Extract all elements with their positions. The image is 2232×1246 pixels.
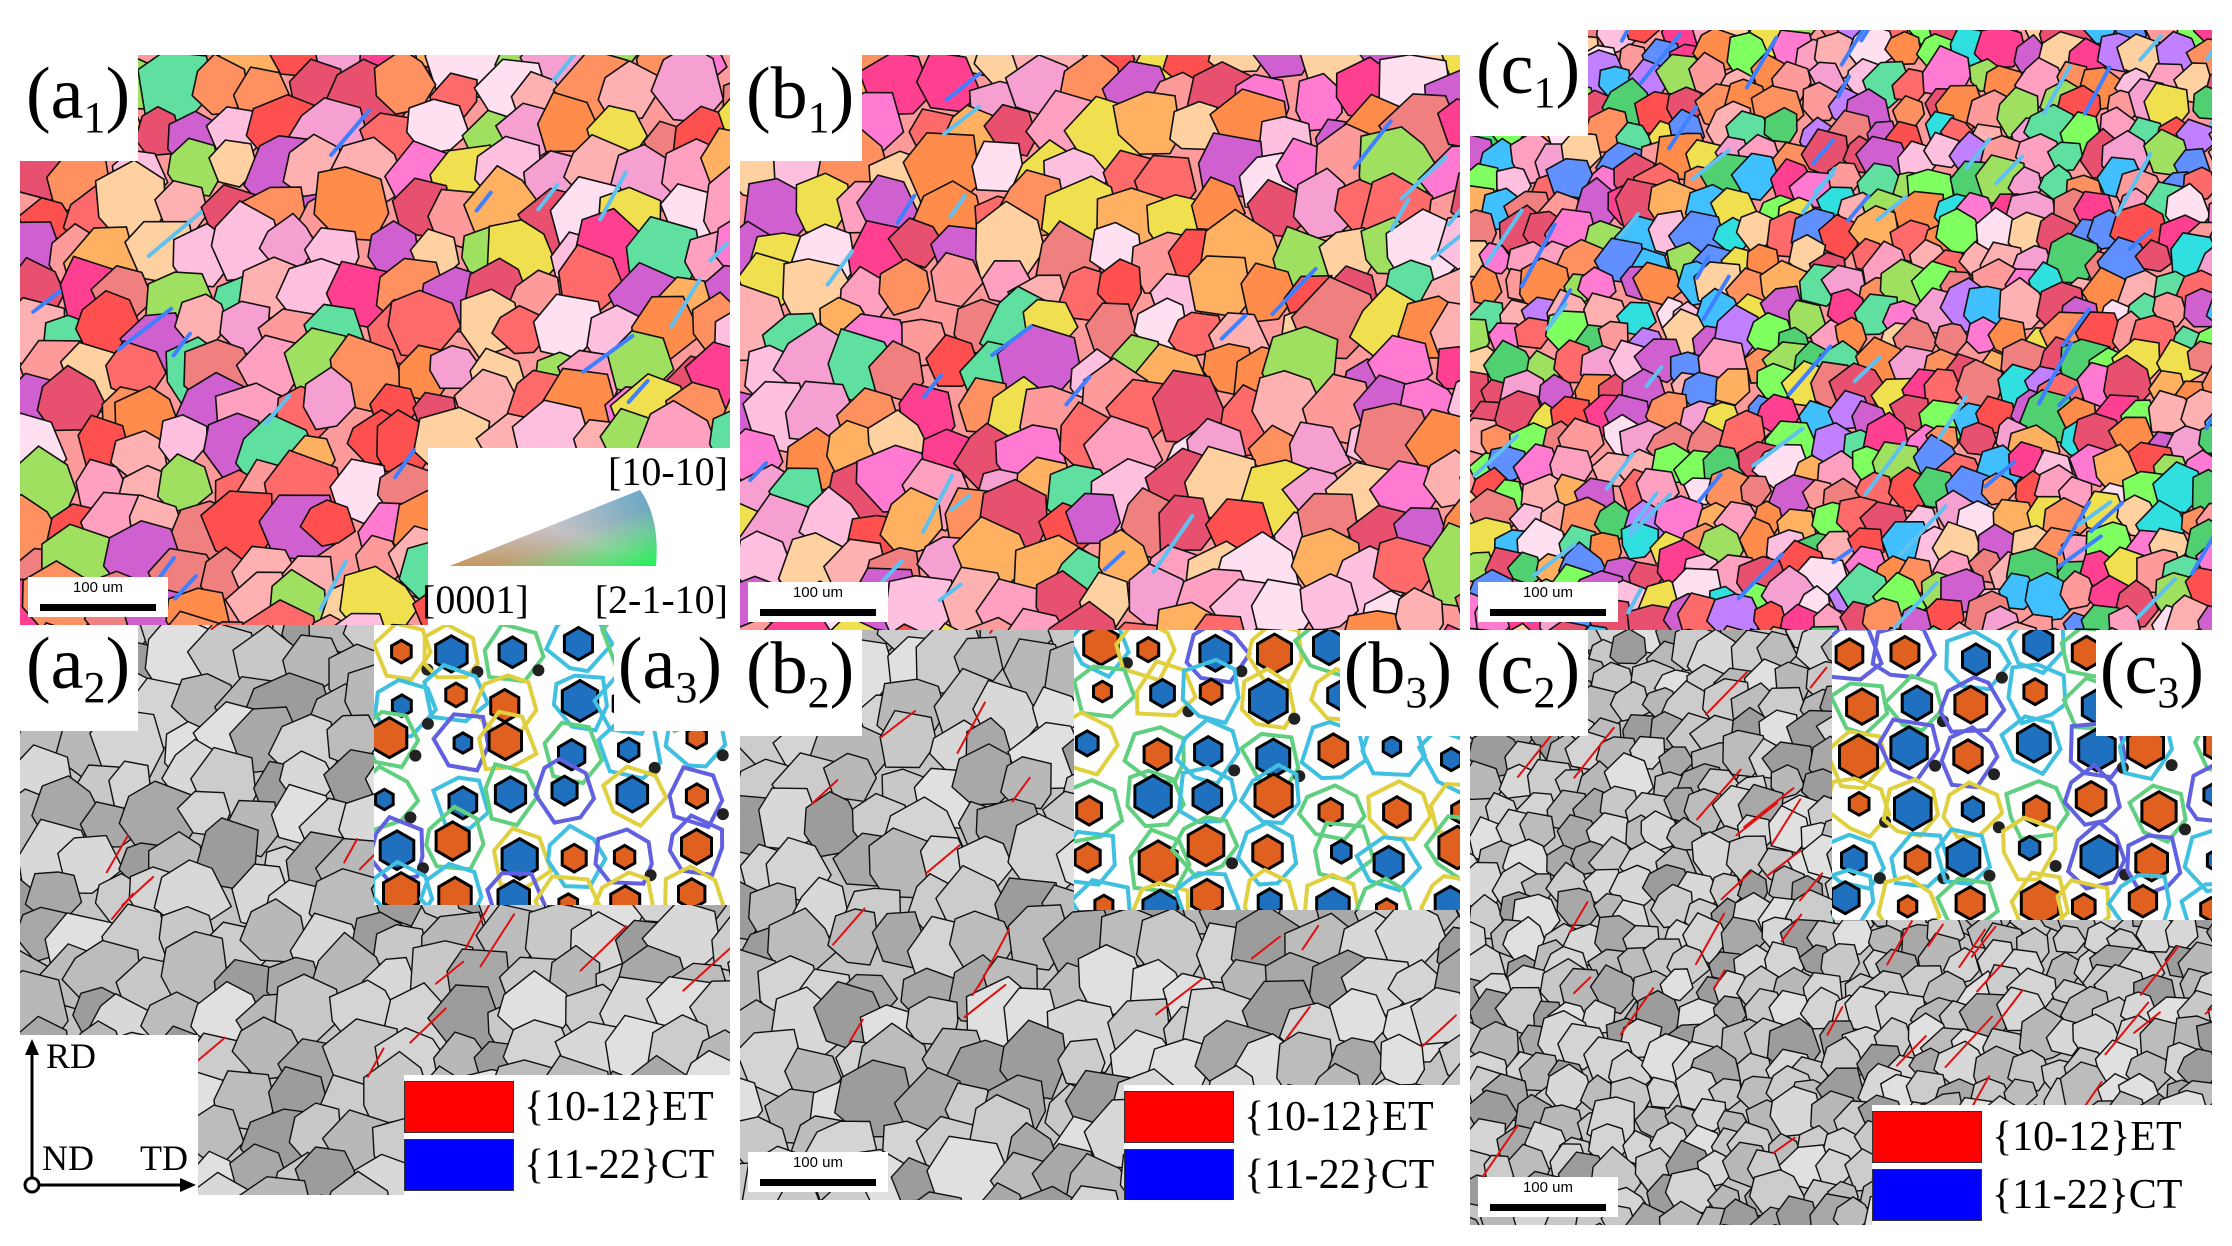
panel-label-b3: (b3) — [1339, 630, 1460, 736]
ipf-key-left-label: [0001] — [422, 577, 529, 622]
panel-label-b2: (b2) — [740, 630, 863, 736]
panel-label-c3: (c3) — [2095, 630, 2212, 736]
ct-label: {11-22}CT — [1992, 1172, 2183, 1218]
ipf-triangle — [450, 490, 657, 566]
panel-a1-ipf-map: (a1) [10-10] [0001] [2-1-10] 100 — [20, 55, 730, 625]
panel-b1-ipf-map: (b1) 100 um — [740, 55, 1460, 630]
panel-c3-inset: (c3) — [1832, 630, 2212, 920]
ipf-key-top-label: [10-10] — [608, 449, 728, 494]
panel-b3-inset: (b3) — [1074, 630, 1460, 910]
scale-bar-a1: 100 um — [28, 577, 168, 617]
ct-label: {11-22}CT — [524, 1142, 715, 1188]
et-label: {10-12}ET — [1244, 1094, 1434, 1140]
scale-bar-c1: 100 um — [1478, 582, 1618, 622]
axes-arrows — [23, 1039, 196, 1194]
ct-label: {11-22}CT — [1244, 1152, 1435, 1198]
panel-a3-inset: (a3) — [374, 625, 730, 905]
crystal-inset-texture — [374, 625, 730, 905]
scale-bar-b2: 100 um — [748, 1152, 888, 1192]
et-label: {10-12}ET — [1992, 1114, 2182, 1160]
panel-label-c1: (c1) — [1470, 30, 1589, 136]
panel-label-c2: (c2) — [1470, 630, 1589, 736]
sample-axes: RD ND TD — [20, 1035, 198, 1195]
ipf-color-key: [10-10] [0001] [2-1-10] — [422, 448, 730, 625]
panel-label-b1: (b1) — [740, 55, 863, 161]
ipf-key-right-label: [2-1-10] — [594, 577, 728, 622]
panel-b2-boundary-map: (b2) (b3) {10-12}ET {11-22}CT 100 um — [740, 630, 1460, 1200]
et-swatch — [404, 1081, 514, 1133]
panel-label-a2: (a2) — [20, 625, 139, 731]
panel-label-a1: (a1) — [20, 55, 139, 161]
ct-swatch — [1872, 1169, 1982, 1221]
ct-swatch — [404, 1139, 514, 1191]
twin-legend-b: {10-12}ET {11-22}CT — [1124, 1085, 1460, 1200]
axis-td-label: TD — [140, 1138, 188, 1178]
et-swatch — [1124, 1091, 1234, 1143]
twin-legend-c: {10-12}ET {11-22}CT — [1872, 1105, 2212, 1225]
axis-rd-label: RD — [46, 1036, 97, 1076]
et-swatch — [1872, 1111, 1982, 1163]
axis-nd-label: ND — [42, 1138, 94, 1178]
twin-legend-a: {10-12}ET {11-22}CT — [404, 1075, 730, 1195]
et-label: {10-12}ET — [524, 1084, 714, 1130]
panel-label-a3: (a3) — [613, 625, 730, 731]
scale-bar-b1: 100 um — [748, 582, 888, 622]
scale-bar-c2: 100 um — [1478, 1177, 1618, 1217]
panel-c2-boundary-map: (c2) (c3) {10-12}ET {11-22}CT 100 um — [1470, 630, 2212, 1225]
panel-c1-ipf-map: (c1) 100 um — [1470, 30, 2212, 630]
ipf-map-texture — [1470, 30, 2212, 630]
ct-swatch — [1124, 1149, 1234, 1200]
